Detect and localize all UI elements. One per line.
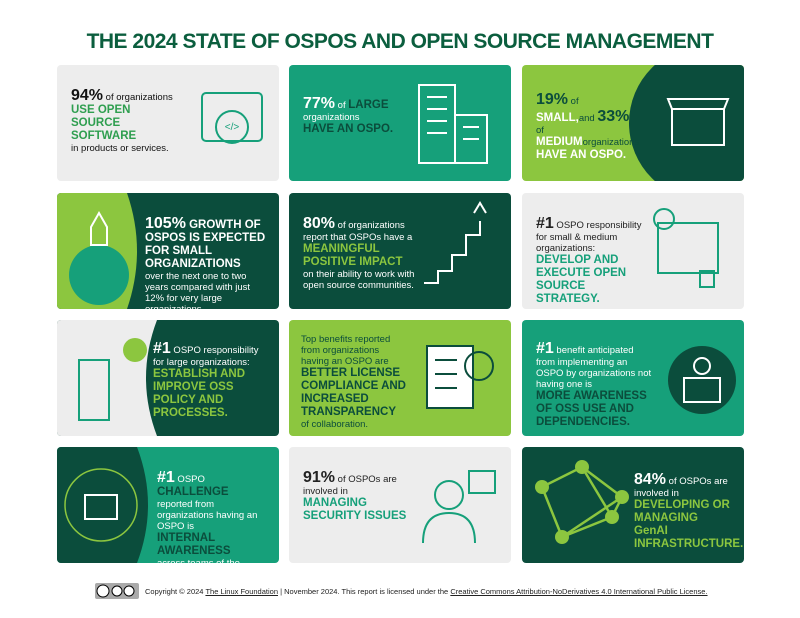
card-text: #1 OSPO responsibility for small & mediu… — [536, 215, 648, 306]
card-text: #1 OSPO responsibility for large organiz… — [153, 340, 271, 420]
card-text-part: MEDIUM — [536, 136, 583, 148]
card: 91% of OSPOs are involved in MANAGING SE… — [289, 447, 511, 563]
svg-text:</>: </> — [225, 122, 240, 133]
card-text-part: INTERNAL AWARENESS — [157, 532, 231, 557]
card-text: 80% of organizations report that OSPOs h… — [303, 215, 415, 291]
card-text-part: and — [578, 113, 598, 124]
card: #1 OSPO responsibility for small & mediu… — [522, 193, 744, 309]
card-text-part: OSPO responsibility for large organizati… — [153, 345, 259, 368]
card-text: 91% of OSPOs are involved in MANAGING SE… — [303, 469, 413, 523]
card-text-part: of — [568, 96, 579, 107]
card-text-part: CHALLENGE — [157, 486, 229, 498]
card-icon — [57, 193, 137, 309]
card-text-part: benefit anticipated from implementing an… — [536, 345, 652, 390]
card-icon — [57, 447, 148, 563]
card-text-part: in products or services. — [71, 143, 169, 154]
card-text-part: across teams of the program or initiativ… — [157, 558, 271, 563]
card-text-part: MEANINGFUL POSITIVE IMPACT — [303, 243, 403, 268]
card-icon — [424, 201, 487, 284]
card-icon — [535, 460, 629, 544]
card-text-part: 80% — [303, 215, 336, 232]
card-text-part: 91% — [303, 469, 336, 486]
card-icon — [57, 320, 157, 436]
card-text-part: HAVE AN OSPO. — [536, 149, 627, 161]
footer: Copyright © 2024 The Linux Foundation | … — [145, 587, 708, 596]
card-text-part: #1 — [153, 340, 171, 357]
card-text-part: #1 — [536, 340, 554, 357]
card-text-part: reported from organizations having an OS… — [157, 499, 258, 532]
card: Top benefits reported from organizations… — [289, 320, 511, 436]
card: 105% GROWTH OF OSPOS IS EXPECTED FOR SMA… — [57, 193, 279, 309]
title: THE 2024 STATE OF OSPOS AND OPEN SOURCE … — [86, 30, 714, 53]
card-text-part: DEVELOP AND EXECUTE OPEN SOURCE STRATEGY… — [536, 254, 627, 305]
card-text-part: 33% — [597, 108, 630, 125]
card-text-part: HAVE AN OSPO. — [303, 123, 394, 135]
footer-text: Copyright © 2024 — [145, 587, 206, 596]
card-text-part: OSPO — [174, 474, 205, 485]
card-text-part: of — [335, 100, 349, 111]
card-text-part: of organizations report that OSPOs have … — [303, 220, 413, 243]
card-text-part: 19% — [536, 91, 569, 108]
card: 80% of organizations report that OSPOs h… — [289, 193, 511, 309]
card: 77% of LARGE organizations HAVE AN OSPO. — [289, 65, 511, 181]
card-icon: </> — [201, 92, 263, 144]
card-text-part: #1 — [536, 215, 554, 232]
footer-link[interactable]: Creative Commons Attribution-NoDerivativ… — [450, 587, 708, 596]
card-text-part: of organizations — [103, 92, 173, 103]
card-text-part: MORE AWARENESS OF OSS USE AND DEPENDENCI… — [536, 390, 647, 428]
card-text-part: SMALL, — [536, 112, 579, 124]
card-text-part: ESTABLISH AND IMPROVE OSS POLICY AND PRO… — [153, 368, 245, 419]
card-text: 94% of organizations USE OPEN SOURCE SOF… — [71, 87, 181, 154]
card-text-part: OSPO responsibility for small & medium o… — [536, 220, 642, 254]
card-text: 19% of SMALL,and 33% of MEDIUMorganizati… — [536, 91, 639, 162]
card: 84% of OSPOs are involved in DEVELOPING … — [522, 447, 744, 563]
card-text-part: #1 — [157, 469, 175, 486]
card-text-part: GROWTH OF OSPOS IS EXPECTED FOR SMALL OR… — [145, 219, 266, 270]
card-text-part: LARGE — [348, 99, 389, 111]
card-text-part: of — [536, 125, 544, 136]
card-text-part: USE OPEN SOURCE SOFTWARE — [71, 104, 137, 142]
card-text: 105% GROWTH OF OSPOS IS EXPECTED FOR SMA… — [145, 215, 271, 309]
card-text-part: of collaboration. — [301, 419, 369, 430]
card-text-part: on their ability to work with open sourc… — [303, 269, 415, 291]
card-text-part: over the next one to two years compared … — [145, 271, 251, 309]
card-text-part: 105% — [145, 215, 186, 232]
footer-link[interactable]: The Linux Foundation — [205, 587, 278, 596]
card-text-part: 94% — [71, 87, 104, 104]
card-icon — [426, 345, 494, 409]
card: #1 OSPO CHALLENGE reported from organizat… — [57, 447, 279, 563]
card-text-part: 77% — [303, 95, 336, 112]
card-text-part: of OSPOs are involved in — [634, 476, 728, 499]
card-text-part: Top benefits reported from organizations… — [301, 334, 391, 367]
card-text-part: 84% — [634, 471, 667, 488]
card: #1 benefit anticipated from implementing… — [522, 320, 744, 436]
card-text-part: MANAGING SECURITY ISSUES — [303, 497, 407, 522]
card: #1 OSPO responsibility for large organiz… — [57, 320, 279, 436]
card-text-part: of OSPOs are involved in — [303, 474, 397, 497]
footer-text: | November 2024. This report is licensed… — [278, 587, 451, 596]
card-icon — [418, 84, 488, 164]
card-icon — [653, 208, 719, 288]
card-text-part: organizations — [303, 112, 360, 123]
card: </> 94% of organizations USE OPEN SOURCE … — [57, 65, 279, 181]
card-text-part: DEVELOPING OR MANAGING GenAI INFRASTRUCT… — [634, 499, 744, 550]
cc-badge — [95, 583, 139, 599]
card-icon — [422, 470, 496, 544]
card-icon — [668, 346, 736, 414]
card-text-part: BETTER LICENSE COMPLIANCE AND INCREASED … — [301, 367, 406, 418]
card-text: 77% of LARGE organizations HAVE AN OSPO. — [303, 95, 413, 136]
card-text: Top benefits reported from organizations… — [301, 334, 409, 430]
card-text: #1 OSPO CHALLENGE reported from organizat… — [157, 469, 271, 563]
card-icon — [629, 65, 744, 181]
card-text: #1 benefit anticipated from implementing… — [536, 340, 654, 429]
card-text: 84% of OSPOs are involved in DEVELOPING … — [634, 471, 744, 551]
card-text-part: organizations — [582, 137, 640, 148]
card: 19% of SMALL,and 33% of MEDIUMorganizati… — [522, 65, 744, 181]
